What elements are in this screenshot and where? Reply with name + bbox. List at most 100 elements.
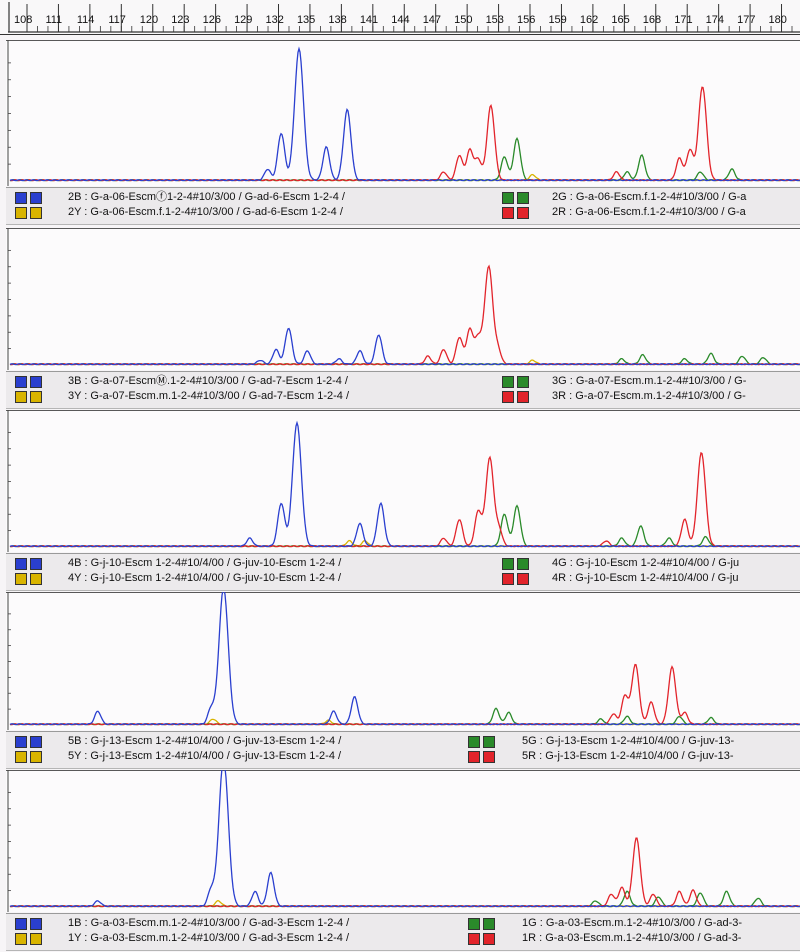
legend-swatch-b[interactable] (30, 918, 42, 930)
legend-label-g: 2G : G-a-06-Escm.f.1-2-4#10/3/00 / G-a (552, 191, 747, 203)
legend-swatch-r[interactable] (517, 573, 529, 585)
legend-swatch-g[interactable] (468, 918, 480, 930)
legend-swatch-y[interactable] (15, 391, 27, 403)
plot-area (6, 40, 800, 186)
trace-b-panel-1 (9, 46, 800, 182)
plot-area (6, 592, 800, 730)
legend-label-y: 2Y : G-a-06-Escm.f.1-2-4#10/3/00 / G-ad-… (68, 206, 343, 218)
legend-swatch-y[interactable] (30, 933, 42, 945)
x-tick-label: 129 (234, 14, 252, 26)
legend-swatch-g[interactable] (517, 558, 529, 570)
trace-plot-1 (6, 40, 800, 186)
legend-label-b: 2B : G-a-06-Escmⓕ1-2-4#10/3/00 / G-ad-6-… (68, 191, 345, 203)
legend-swatch-b[interactable] (15, 558, 27, 570)
x-tick-label: 132 (266, 14, 284, 26)
x-tick-label: 150 (454, 14, 472, 26)
legend-label-g: 3G : G-a-07-Escm.m.1-2-4#10/3/00 / G- (552, 375, 747, 387)
legend-swatch-r[interactable] (468, 933, 480, 945)
plot-area (6, 770, 800, 912)
legend-swatch-y[interactable] (15, 933, 27, 945)
x-tick-label: 156 (517, 14, 535, 26)
trace-b-panel-3 (9, 420, 800, 548)
legend-label-b: 3B : G-a-07-EscmⓂ.1-2-4#10/3/00 / G-ad-7… (68, 375, 348, 387)
legend-swatch-y[interactable] (15, 573, 27, 585)
legend-swatch-b[interactable] (15, 736, 27, 748)
legend-swatch-g[interactable] (502, 376, 514, 388)
legend-swatch-b[interactable] (15, 192, 27, 204)
legend-label-y: 3Y : G-a-07-Escm.m.1-2-4#10/3/00 / G-ad-… (68, 390, 350, 402)
legend-swatch-y[interactable] (30, 751, 42, 763)
legend-swatch-r[interactable] (468, 751, 480, 763)
x-tick-label: 162 (580, 14, 598, 26)
legend-swatch-r[interactable] (517, 391, 529, 403)
legend-swatch-b[interactable] (30, 736, 42, 748)
x-tick-label: 180 (769, 14, 787, 26)
panel-legend-3: 4B : G-j-10-Escm 1-2-4#10/4/00 / G-juv-1… (6, 553, 800, 591)
x-tick-label: 168 (643, 14, 661, 26)
x-tick-label: 126 (203, 14, 221, 26)
x-tick-label: 108 (14, 14, 32, 26)
legend-label-r: 4R : G-j-10-Escm 1-2-4#10/4/00 / G-ju (552, 572, 739, 584)
legend-swatch-g[interactable] (502, 192, 514, 204)
legend-swatch-g[interactable] (468, 736, 480, 748)
legend-swatch-b[interactable] (15, 918, 27, 930)
x-axis: 108 111 114 117 120 123 126 129 132 135 138 141 144 1… (8, 2, 800, 33)
legend-swatch-r[interactable] (502, 573, 514, 585)
legend-swatch-r[interactable] (483, 933, 495, 945)
legend-label-y: 1Y : G-a-03-Escm.m.1-2-4#10/3/00 / G-ad-… (68, 932, 350, 944)
x-tick-label: 144 (391, 14, 409, 26)
x-tick-label: 147 (423, 14, 441, 26)
legend-label-r: 5R : G-j-13-Escm 1-2-4#10/4/00 / G-juv-1… (522, 750, 734, 762)
x-tick-label: 165 (611, 14, 629, 26)
plot-area (6, 228, 800, 370)
legend-label-y: 5Y : G-j-13-Escm 1-2-4#10/4/00 / G-juv-1… (68, 750, 342, 762)
legend-swatch-b[interactable] (30, 558, 42, 570)
trace-plot-4 (6, 592, 800, 730)
legend-swatch-g[interactable] (517, 376, 529, 388)
trace-b-panel-2 (9, 327, 800, 366)
legend-swatch-g[interactable] (517, 192, 529, 204)
legend-swatch-g[interactable] (502, 558, 514, 570)
x-tick-label: 159 (548, 14, 566, 26)
legend-swatch-r[interactable] (502, 391, 514, 403)
legend-label-b: 1B : G-a-03-Escm.m.1-2-4#10/3/00 / G-ad-… (68, 917, 350, 929)
x-tick-label: 171 (674, 14, 692, 26)
trace-plot-3 (6, 410, 800, 552)
x-tick-label: 138 (328, 14, 346, 26)
legend-swatch-r[interactable] (483, 751, 495, 763)
legend-swatch-b[interactable] (15, 376, 27, 388)
x-tick-label: 114 (77, 14, 95, 26)
legend-swatch-r[interactable] (502, 207, 514, 219)
x-tick-label: 177 (737, 14, 755, 26)
legend-label-b: 4B : G-j-10-Escm 1-2-4#10/4/00 / G-juv-1… (68, 557, 342, 569)
trace-plot-5 (6, 770, 800, 912)
x-tick-label: 111 (45, 14, 62, 26)
plot-area (6, 410, 800, 552)
legend-swatch-y[interactable] (30, 573, 42, 585)
x-tick-label: 153 (486, 14, 504, 26)
legend-label-r: 2R : G-a-06-Escm.f.1-2-4#10/3/00 / G-a (552, 206, 746, 218)
legend-swatch-b[interactable] (30, 376, 42, 388)
legend-label-g: 1G : G-a-03-Escm.m.1-2-4#10/3/00 / G-ad-… (522, 917, 743, 929)
x-tick-label: 141 (360, 14, 378, 26)
legend-swatch-y[interactable] (15, 751, 27, 763)
trace-b-panel-4 (9, 592, 800, 726)
legend-swatch-y[interactable] (30, 391, 42, 403)
panel-legend-2: 3B : G-a-07-EscmⓂ.1-2-4#10/3/00 / G-ad-7… (6, 371, 800, 409)
panel-legend-5: 1B : G-a-03-Escm.m.1-2-4#10/3/00 / G-ad-… (6, 913, 800, 951)
legend-swatch-g[interactable] (483, 918, 495, 930)
legend-swatch-b[interactable] (30, 192, 42, 204)
trace-b-panel-5 (9, 770, 800, 908)
legend-swatch-y[interactable] (30, 207, 42, 219)
legend-label-r: 1R : G-a-03-Escm.m.1-2-4#10/3/00 / G-ad-… (522, 932, 742, 944)
panel-legend-1: 2B : G-a-06-Escmⓕ1-2-4#10/3/00 / G-ad-6-… (6, 187, 800, 225)
legend-label-g: 4G : G-j-10-Escm 1-2-4#10/4/00 / G-ju (552, 557, 740, 569)
legend-swatch-r[interactable] (517, 207, 529, 219)
x-tick-label: 135 (297, 14, 315, 26)
x-tick-label: 123 (171, 14, 189, 26)
legend-swatch-y[interactable] (15, 207, 27, 219)
x-axis-ruler: 108 111 114 117 120 123 126 129 132 135 138 141 144 1… (0, 0, 800, 35)
legend-swatch-g[interactable] (483, 736, 495, 748)
legend-label-y: 4Y : G-j-10-Escm 1-2-4#10/4/00 / G-juv-1… (68, 572, 342, 584)
